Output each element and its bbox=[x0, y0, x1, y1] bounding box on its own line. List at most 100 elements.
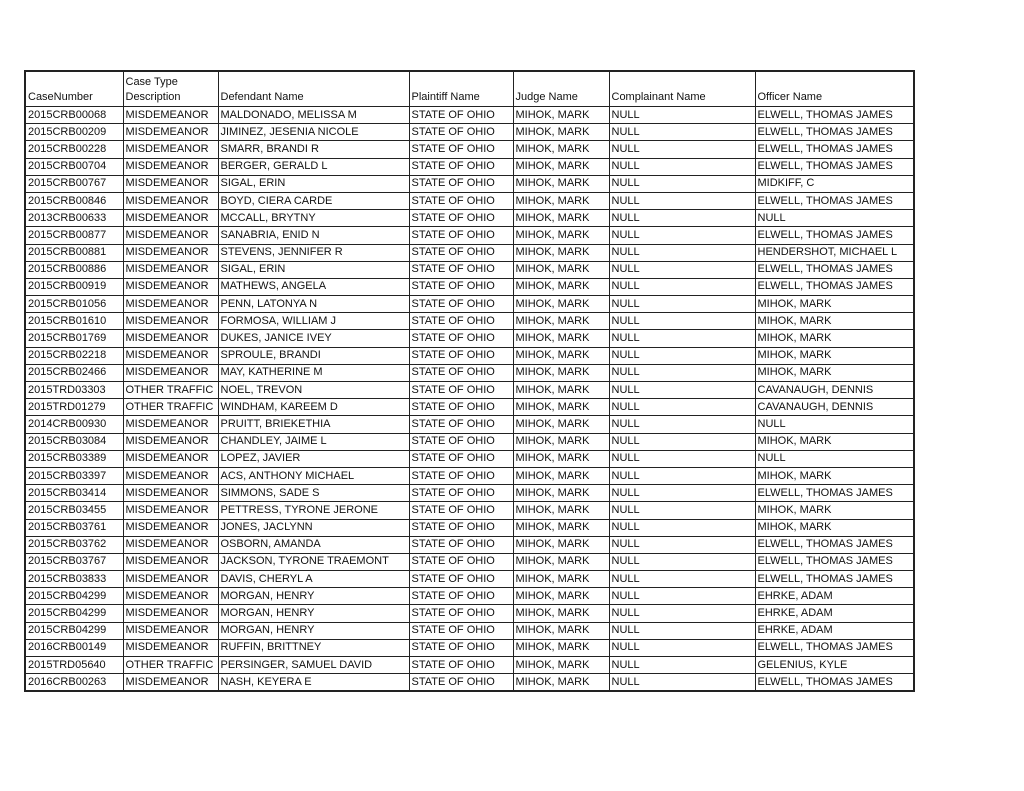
complainant-name-cell: NULL bbox=[608, 329, 756, 348]
complainant-name-cell: NULL bbox=[608, 380, 756, 400]
officer-name-cell: CAVANAUGH, DENNIS bbox=[754, 398, 915, 417]
plaintiff-name-cell: STATE OF OHIO bbox=[408, 604, 514, 623]
defendant-name-cell: PERSINGER, SAMUEL DAVID bbox=[217, 655, 410, 675]
officer-name-cell: ELWELL, THOMAS JAMES bbox=[754, 157, 915, 176]
plaintiff-name-cell: STATE OF OHIO bbox=[408, 191, 514, 211]
judge-name-cell: MIHOK, MARK bbox=[512, 518, 610, 537]
header-judge-name: Judge Name bbox=[512, 70, 610, 107]
case-number-cell: 2016CRB00263 bbox=[24, 673, 124, 692]
plaintiff-name-cell: STATE OF OHIO bbox=[408, 380, 514, 400]
officer-name-cell: ELWELL, THOMAS JAMES bbox=[754, 638, 915, 658]
judge-name-cell: MIHOK, MARK bbox=[512, 466, 610, 486]
table-row: 2015TRD05640 OTHER TRAFFIC PERSINGER, SAMU… bbox=[24, 655, 915, 675]
case-type-cell: OTHER TRAFFIC bbox=[122, 655, 219, 675]
plaintiff-name-cell: STATE OF OHIO bbox=[408, 570, 514, 589]
officer-name-cell: ELWELL, THOMAS JAMES bbox=[754, 191, 915, 211]
judge-name-cell: MIHOK, MARK bbox=[512, 243, 610, 262]
officer-name-cell: MIHOK, MARK bbox=[754, 363, 915, 383]
table-row: 2015CRB00068 MISDEMEANOR MALDONADO, MELISS… bbox=[24, 105, 915, 125]
case-number-cell: 2015CRB03414 bbox=[24, 484, 124, 503]
defendant-name-cell: PETTRESS, TYRONE JERONE bbox=[217, 501, 410, 520]
judge-name-cell: MIHOK, MARK bbox=[512, 552, 610, 572]
judge-name-cell: MIHOK, MARK bbox=[512, 157, 610, 176]
case-type-cell: MISDEMEANOR bbox=[122, 449, 219, 468]
case-number-cell: 2015CRB03455 bbox=[24, 501, 124, 520]
case-number-cell: 2015CRB00209 bbox=[24, 123, 124, 142]
officer-name-cell: EHRKE, ADAM bbox=[754, 587, 915, 606]
case-number-cell: 2015CRB00886 bbox=[24, 260, 124, 279]
case-type-cell: MISDEMEANOR bbox=[122, 415, 219, 434]
complainant-name-cell: NULL bbox=[608, 157, 756, 176]
table-row: 2015CRB03833 MISDEMEANOR DAVIS, CHERYL A ST… bbox=[24, 570, 915, 589]
defendant-name-cell: PENN, LATONYA N bbox=[217, 295, 410, 314]
plaintiff-name-cell: STATE OF OHIO bbox=[408, 243, 514, 262]
case-number-cell: 2014CRB00930 bbox=[24, 415, 124, 434]
table-row: 2015CRB00846 MISDEMEANOR BOYD, CIERA CARDE… bbox=[24, 191, 915, 211]
officer-name-cell: NULL bbox=[754, 209, 915, 228]
case-type-cell: MISDEMEANOR bbox=[122, 570, 219, 589]
plaintiff-name-cell: STATE OF OHIO bbox=[408, 277, 514, 297]
defendant-name-cell: SIGAL, ERIN bbox=[217, 174, 410, 193]
plaintiff-name-cell: STATE OF OHIO bbox=[408, 552, 514, 572]
officer-name-cell: NULL bbox=[754, 415, 915, 434]
officer-name-cell: EHRKE, ADAM bbox=[754, 604, 915, 623]
officer-name-cell: ELWELL, THOMAS JAMES bbox=[754, 260, 915, 279]
table-row: 2015TRD01279 OTHER TRAFFIC WINDHAM, KAREEM… bbox=[24, 398, 915, 417]
defendant-name-cell: DUKES, JANICE IVEY bbox=[217, 329, 410, 348]
case-type-cell: MISDEMEANOR bbox=[122, 466, 219, 486]
table-row: 2015CRB03414 MISDEMEANOR SIMMONS, SADE S ST… bbox=[24, 484, 915, 503]
case-type-cell: MISDEMEANOR bbox=[122, 209, 219, 228]
officer-name-cell: ELWELL, THOMAS JAMES bbox=[754, 484, 915, 503]
case-number-cell: 2015TRD01279 bbox=[24, 398, 124, 417]
defendant-name-cell: NOEL, TREVON bbox=[217, 380, 410, 400]
plaintiff-name-cell: STATE OF OHIO bbox=[408, 484, 514, 503]
complainant-name-cell: NULL bbox=[608, 570, 756, 589]
defendant-name-cell: STEVENS, JENNIFER R bbox=[217, 243, 410, 262]
case-number-cell: 2016CRB00149 bbox=[24, 638, 124, 658]
table-row: 2015CRB00228 MISDEMEANOR SMARR, BRANDI R ST… bbox=[24, 140, 915, 159]
complainant-name-cell: NULL bbox=[608, 415, 756, 434]
case-number-cell: 2015CRB04299 bbox=[24, 604, 124, 623]
case-type-cell: MISDEMEANOR bbox=[122, 243, 219, 262]
complainant-name-cell: NULL bbox=[608, 363, 756, 383]
defendant-name-cell: JONES, JACLYNN bbox=[217, 518, 410, 537]
judge-name-cell: MIHOK, MARK bbox=[512, 587, 610, 606]
case-type-cell: MISDEMEANOR bbox=[122, 312, 219, 331]
case-type-cell: MISDEMEANOR bbox=[122, 484, 219, 503]
header-plaintiff-name: Plaintiff Name bbox=[408, 70, 514, 107]
case-type-cell: MISDEMEANOR bbox=[122, 535, 219, 554]
judge-name-cell: MIHOK, MARK bbox=[512, 604, 610, 623]
judge-name-cell: MIHOK, MARK bbox=[512, 191, 610, 211]
plaintiff-name-cell: STATE OF OHIO bbox=[408, 518, 514, 537]
plaintiff-name-cell: STATE OF OHIO bbox=[408, 140, 514, 159]
table-row: 2015CRB03767 MISDEMEANOR JACKSON, TYRONE T… bbox=[24, 552, 915, 572]
complainant-name-cell: NULL bbox=[608, 604, 756, 623]
complainant-name-cell: NULL bbox=[608, 243, 756, 262]
case-number-cell: 2015CRB00068 bbox=[24, 105, 124, 125]
case-number-cell: 2015CRB04299 bbox=[24, 621, 124, 640]
defendant-name-cell: PRUITT, BRIEKETHIA bbox=[217, 415, 410, 434]
case-type-cell: MISDEMEANOR bbox=[122, 260, 219, 279]
plaintiff-name-cell: STATE OF OHIO bbox=[408, 415, 514, 434]
header-case-number: CaseNumber bbox=[24, 70, 124, 107]
defendant-name-cell: NASH, KEYERA E bbox=[217, 673, 410, 692]
judge-name-cell: MIHOK, MARK bbox=[512, 123, 610, 142]
officer-name-cell: GELENIUS, KYLE bbox=[754, 655, 915, 675]
table-row: 2015CRB04299 MISDEMEANOR MORGAN, HENRY STAT… bbox=[24, 604, 915, 623]
case-number-cell: 2015CRB01610 bbox=[24, 312, 124, 331]
case-number-cell: 2015CRB00228 bbox=[24, 140, 124, 159]
officer-name-cell: MIHOK, MARK bbox=[754, 329, 915, 348]
plaintiff-name-cell: STATE OF OHIO bbox=[408, 329, 514, 348]
complainant-name-cell: NULL bbox=[608, 621, 756, 640]
case-number-cell: 2015CRB02218 bbox=[24, 346, 124, 365]
header-row: CaseNumber Case Type Description Defenda… bbox=[24, 70, 915, 107]
case-number-cell: 2015CRB00919 bbox=[24, 277, 124, 297]
table-row: 2015CRB00881 MISDEMEANOR STEVENS, JENNIFER… bbox=[24, 243, 915, 262]
case-type-cell: MISDEMEANOR bbox=[122, 191, 219, 211]
plaintiff-name-cell: STATE OF OHIO bbox=[408, 673, 514, 692]
officer-name-cell: MIHOK, MARK bbox=[754, 466, 915, 486]
plaintiff-name-cell: STATE OF OHIO bbox=[408, 209, 514, 228]
case-type-cell: MISDEMEANOR bbox=[122, 363, 219, 383]
header-officer-name: Officer Name bbox=[754, 70, 915, 107]
